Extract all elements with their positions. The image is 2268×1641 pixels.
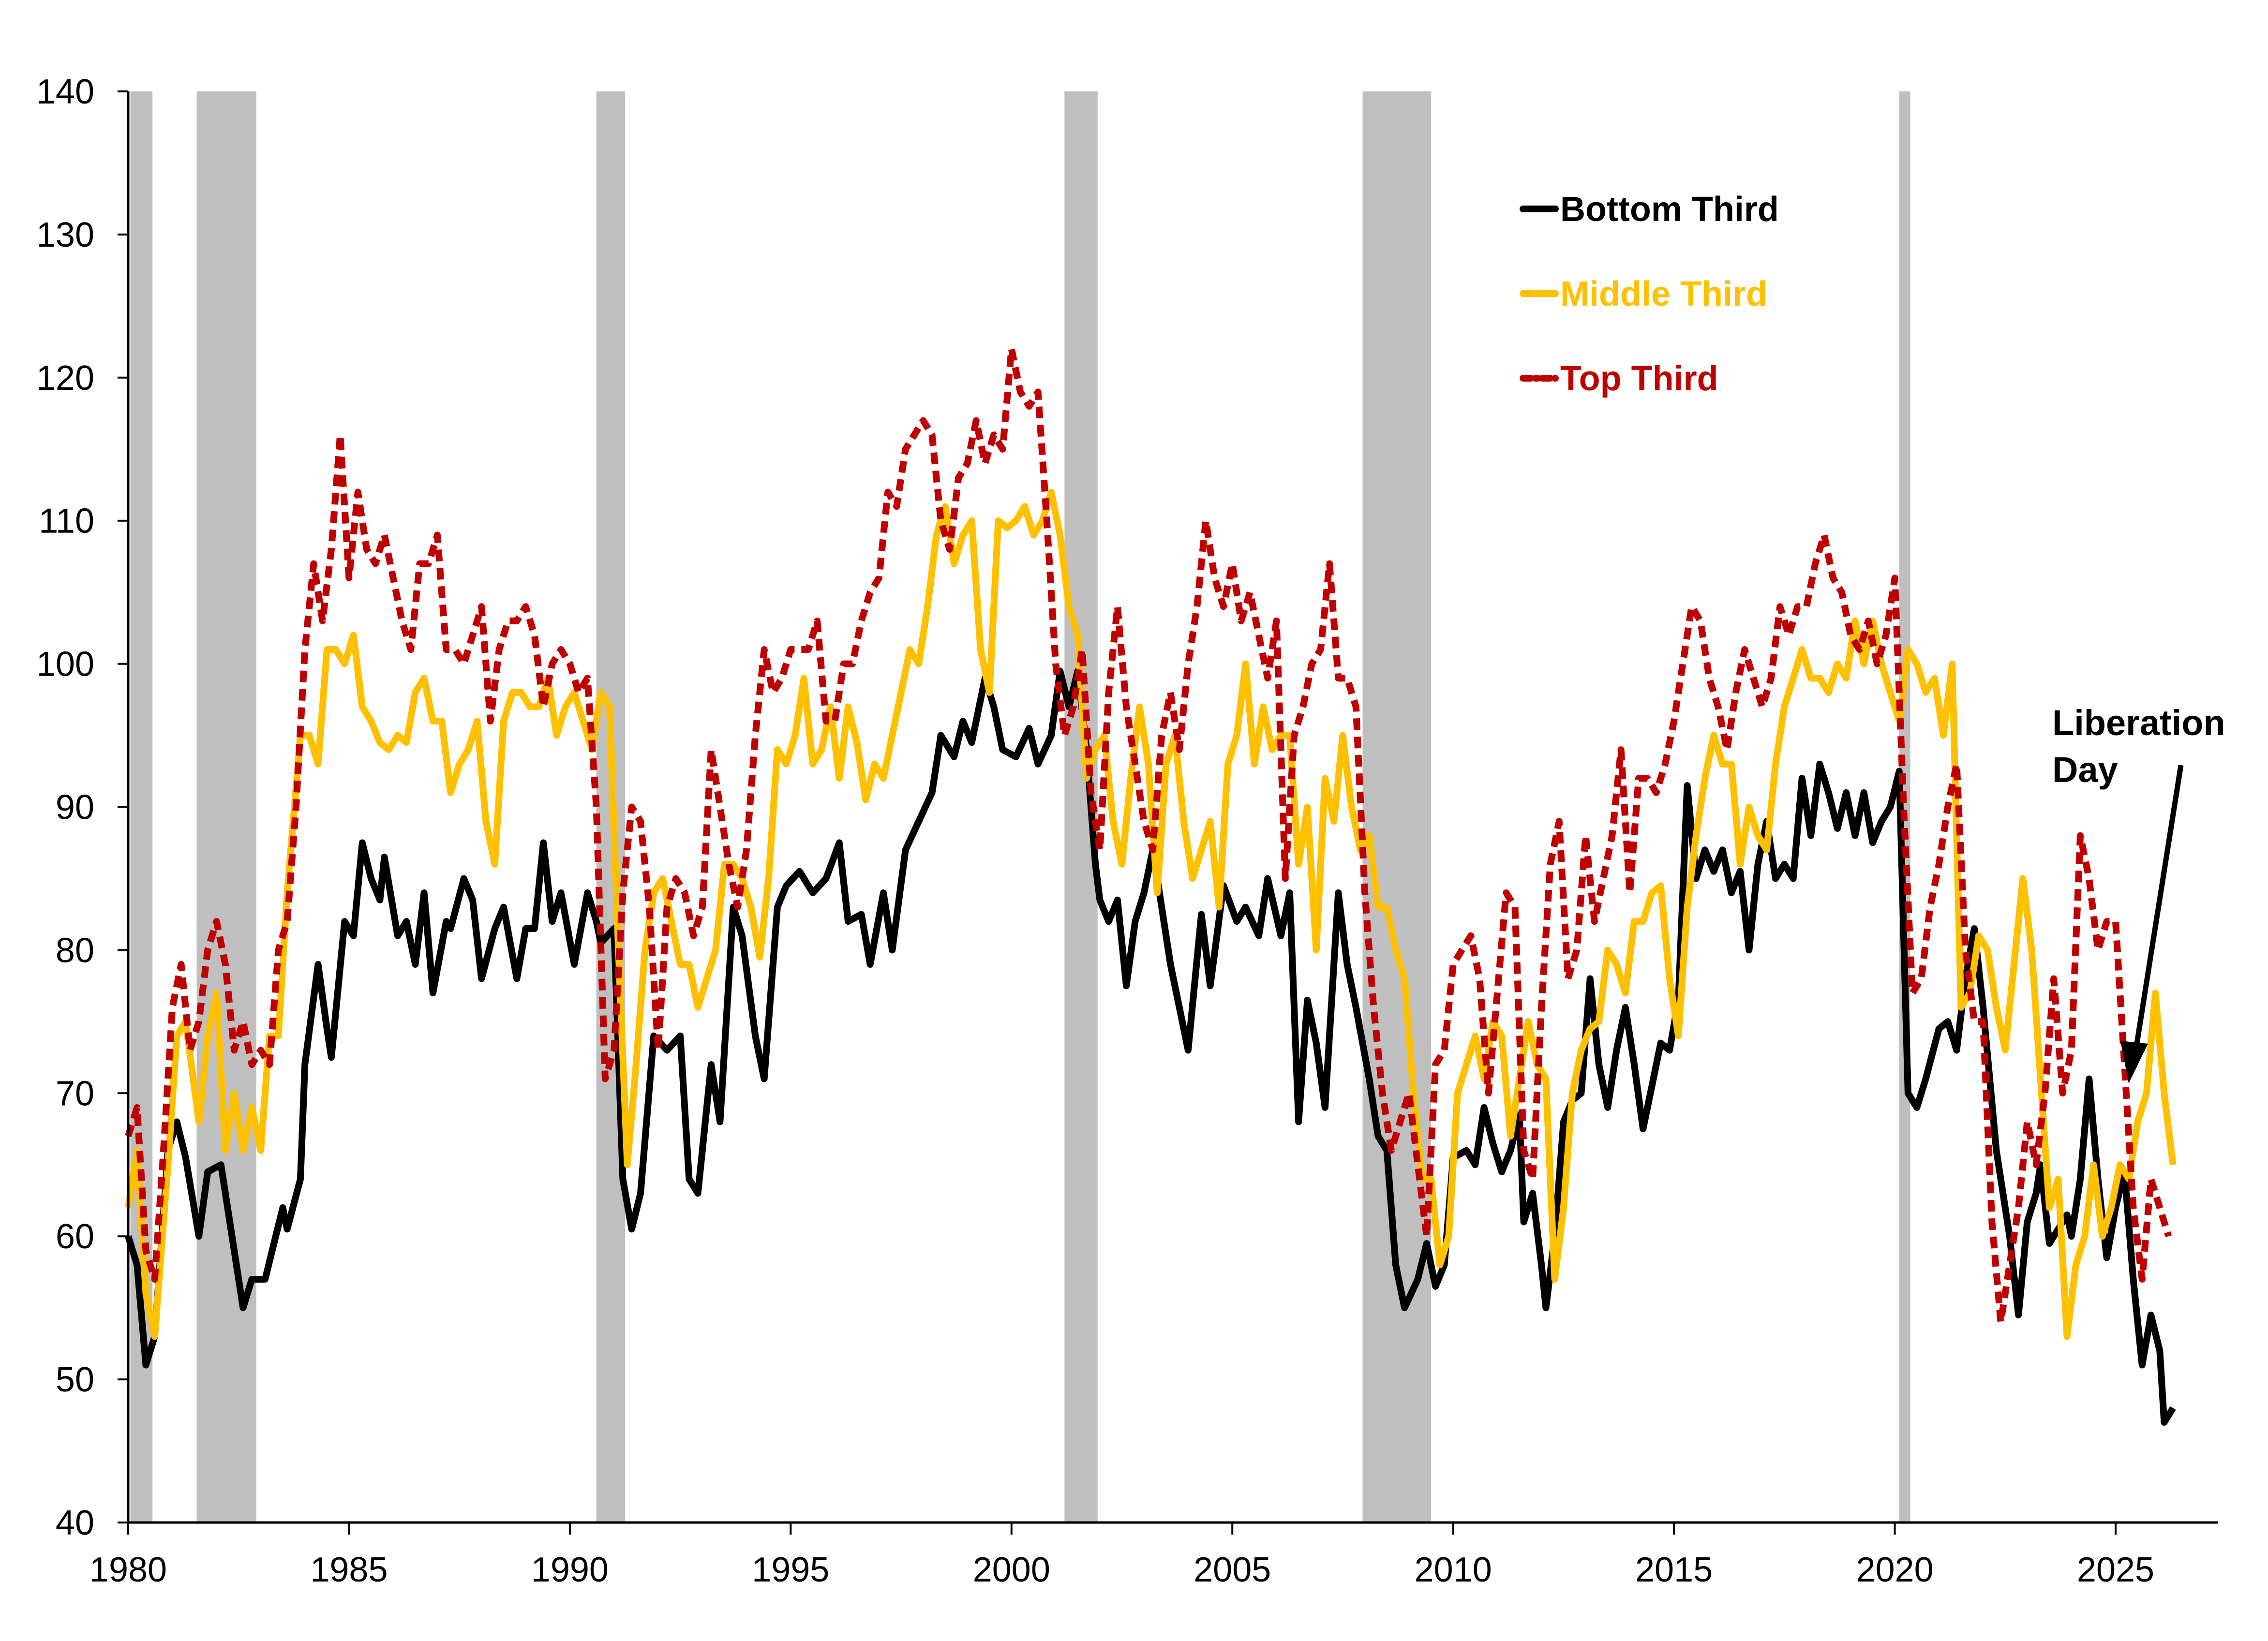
- x-ticks: 1980 1985 1990 1995 2000 2005 2010 2015 2020 2025: [90, 1523, 2154, 1589]
- y-tick-label: 110: [39, 502, 94, 541]
- y-tick-label: 40: [56, 1504, 94, 1542]
- series-lines: [125, 345, 2177, 1426]
- y-ticks: 40 50 60 70 80 90 100 110 120 130 140: [36, 73, 128, 1542]
- recession-band-5: [1362, 91, 1432, 1523]
- legend-item-middle-third: Middle Third: [1520, 275, 1767, 313]
- x-tick-label: 1995: [752, 1551, 829, 1589]
- legend: Bottom Third Middle Third Top Third: [1520, 190, 1779, 398]
- y-tick-label: 80: [56, 931, 94, 970]
- annotation-line-2: Day: [2052, 750, 2118, 790]
- x-tick-label: 2020: [1856, 1551, 1933, 1589]
- y-tick-label: 90: [56, 788, 94, 827]
- x-tick-label: 1985: [310, 1551, 388, 1589]
- y-tick-label: 50: [56, 1360, 94, 1399]
- recession-band-6: [1899, 91, 1910, 1523]
- x-tick-label: 1990: [531, 1551, 609, 1589]
- series-line-top-third: [125, 345, 2172, 1326]
- y-tick-label: 140: [36, 73, 94, 111]
- x-tick-label: 2025: [2077, 1551, 2154, 1589]
- legend-label-middle-third: Middle Third: [1560, 275, 1767, 313]
- recession-band-2: [196, 91, 256, 1523]
- x-tick-label: 2000: [973, 1551, 1050, 1589]
- y-tick-label: 100: [36, 645, 94, 684]
- x-tick-label: 2015: [1635, 1551, 1713, 1589]
- legend-label-top-third: Top Third: [1560, 359, 1718, 398]
- liberation-day-annotation: Liberation Day: [2052, 703, 2225, 1083]
- y-tick-label: 120: [36, 359, 94, 398]
- legend-label-bottom-third: Bottom Third: [1560, 190, 1779, 229]
- x-tick-label: 2005: [1194, 1551, 1271, 1589]
- y-tick-label: 60: [56, 1217, 94, 1256]
- series-line-middle-third: [125, 488, 2177, 1340]
- annotation-arrow-head: [2120, 1041, 2148, 1083]
- legend-item-top-third: Top Third: [1520, 359, 1718, 398]
- y-tick-label: 130: [36, 216, 94, 254]
- x-tick-label: 2010: [1415, 1551, 1492, 1589]
- x-tick-label: 1980: [90, 1551, 167, 1589]
- annotation-line-1: Liberation: [2052, 703, 2225, 743]
- annotation-arrow-line: [2133, 765, 2184, 1050]
- y-tick-label: 70: [56, 1074, 94, 1113]
- legend-item-bottom-third: Bottom Third: [1520, 190, 1779, 229]
- series-line-bottom-third: [125, 667, 2176, 1426]
